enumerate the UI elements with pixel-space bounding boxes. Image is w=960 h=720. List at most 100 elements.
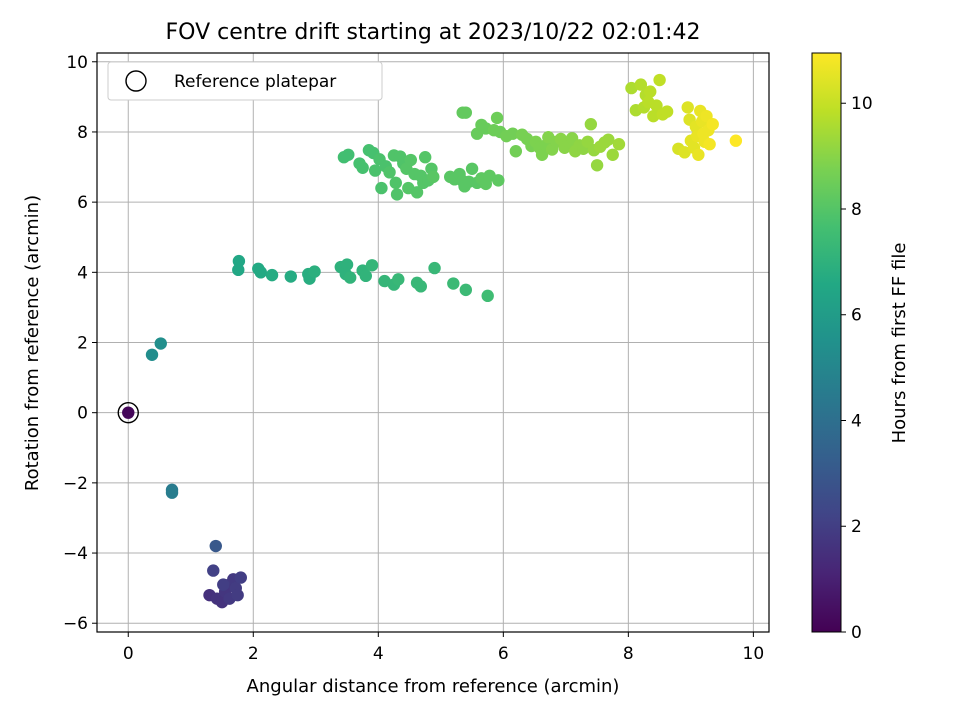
data-point <box>509 145 523 158</box>
y-axis-label: Rotation from reference (arcmin) <box>22 195 43 491</box>
y-tick-label: 10 <box>66 53 88 73</box>
data-point <box>232 263 245 277</box>
data-point <box>165 486 179 499</box>
data-point <box>418 151 432 164</box>
data-point <box>465 162 479 175</box>
colorbar-tick-label: 8 <box>851 200 862 220</box>
reference-platepar-marker <box>117 401 139 424</box>
data-point <box>492 174 505 187</box>
x-axis-ticks: 0 2 4 6 8 10 <box>123 632 764 664</box>
data-point <box>490 111 504 125</box>
data-point <box>368 164 382 177</box>
y-tick-label: 2 <box>77 334 88 354</box>
data-point <box>284 270 297 283</box>
data-point <box>390 188 404 201</box>
data-point <box>644 85 657 98</box>
colorbar: 0 2 4 6 8 10 Hours from first FF file <box>811 52 910 643</box>
data-point <box>231 588 244 602</box>
data-point <box>343 271 357 284</box>
data-point <box>729 134 743 147</box>
y-tick-label: −4 <box>63 544 88 564</box>
data-point <box>459 106 473 119</box>
data-point <box>634 78 648 91</box>
data-point <box>365 259 379 272</box>
data-point <box>392 273 405 286</box>
data-point <box>602 133 615 146</box>
reference-layer <box>117 401 139 424</box>
data-point <box>647 109 660 123</box>
legend-entry-reference: Reference platepar <box>174 72 336 92</box>
data-point <box>612 138 626 151</box>
data-point <box>428 261 441 275</box>
data-point <box>340 258 354 271</box>
colorbar-tick-label: 6 <box>851 306 862 326</box>
data-point <box>342 148 355 161</box>
data-point <box>217 578 230 591</box>
reference-data-point <box>122 406 135 419</box>
x-tick-label: 8 <box>623 644 634 664</box>
x-axis-label: Angular distance from reference (arcmin) <box>247 676 620 697</box>
y-tick-label: 6 <box>77 193 88 213</box>
legend-box <box>107 61 383 101</box>
data-point <box>703 138 716 151</box>
data-point <box>359 269 372 283</box>
x-tick-label: 10 <box>743 644 765 664</box>
scatter-points <box>145 73 743 609</box>
x-tick-label: 6 <box>498 644 509 664</box>
data-point <box>265 268 279 282</box>
data-point <box>506 127 519 140</box>
data-point <box>207 564 220 577</box>
data-point <box>414 280 428 293</box>
colorbar-tick-label: 2 <box>851 517 862 537</box>
data-point <box>590 159 604 172</box>
grid <box>97 53 769 632</box>
colorbar-gradient <box>811 52 842 633</box>
data-point <box>481 289 494 303</box>
data-point <box>681 101 694 114</box>
y-tick-label: 0 <box>77 404 88 424</box>
data-point <box>447 277 460 290</box>
y-axis-ticks: −6 −4 −2 0 2 4 6 8 10 <box>63 53 97 634</box>
data-point <box>308 265 321 278</box>
y-tick-label: −2 <box>63 474 88 494</box>
data-point <box>356 161 369 174</box>
data-point <box>584 118 598 131</box>
data-point <box>660 105 674 118</box>
data-point <box>154 337 167 350</box>
colorbar-tick-label: 0 <box>851 623 862 643</box>
data-point <box>383 166 396 179</box>
data-point <box>625 81 638 95</box>
data-point <box>378 274 391 288</box>
y-tick-label: 4 <box>77 263 88 283</box>
colorbar-label: Hours from first FF file <box>889 243 910 444</box>
colorbar-tick-label: 10 <box>851 94 873 114</box>
data-point <box>389 176 403 190</box>
data-point <box>427 170 440 184</box>
y-tick-label: 8 <box>77 123 88 143</box>
data-point <box>606 148 619 161</box>
x-tick-label: 2 <box>248 644 259 664</box>
data-point <box>692 148 705 161</box>
colorbar-ticks: 0 2 4 6 8 10 <box>841 94 873 643</box>
data-point <box>404 153 418 167</box>
data-point <box>678 146 691 159</box>
legend-marker-reference-icon <box>125 70 147 92</box>
data-point <box>145 348 159 361</box>
data-point <box>410 186 424 199</box>
colorbar-tick-label: 4 <box>851 411 862 431</box>
data-point <box>209 539 222 553</box>
data-point <box>234 571 247 584</box>
data-point <box>459 283 473 297</box>
data-point <box>706 118 719 131</box>
data-point <box>375 181 388 195</box>
data-point <box>254 266 267 279</box>
legend: Reference platepar <box>107 61 383 101</box>
chart-title: FOV centre drift starting at 2023/10/22 … <box>166 20 701 45</box>
data-point <box>535 148 549 161</box>
data-point <box>650 99 663 112</box>
x-tick-label: 4 <box>373 644 384 664</box>
y-tick-label: −6 <box>63 614 88 634</box>
data-point <box>653 73 666 87</box>
x-tick-label: 0 <box>123 644 134 664</box>
